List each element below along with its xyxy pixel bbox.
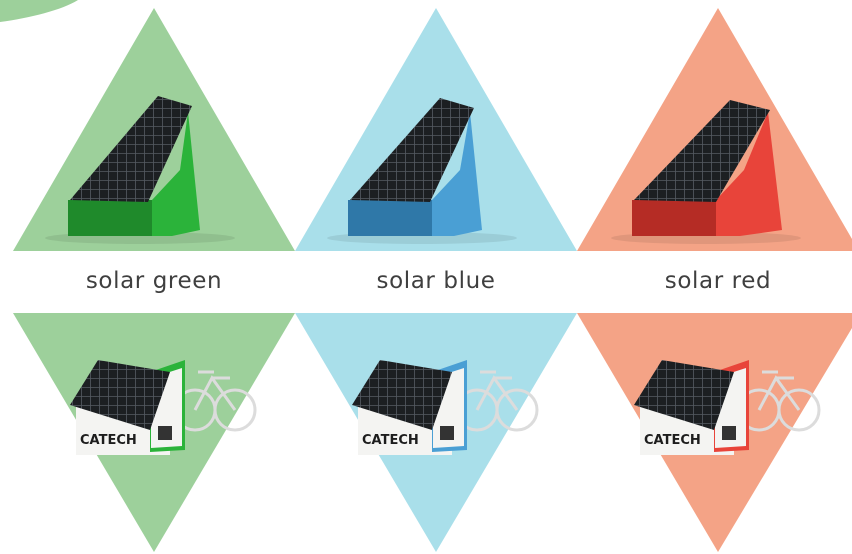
- product-label-blue: solar blue: [376, 268, 496, 294]
- blue-solar-station-image: [327, 98, 517, 244]
- product-card-red-bottom[interactable]: CATECH: [577, 313, 852, 552]
- product-card-blue-bottom[interactable]: CATECH: [295, 313, 577, 552]
- catech-logo-red: CATECH: [644, 433, 701, 448]
- product-label-green: solar green: [85, 268, 223, 294]
- product-card-green-top[interactable]: [13, 8, 295, 251]
- catech-logo-blue: CATECH: [362, 433, 419, 448]
- catech-logo-green: CATECH: [80, 433, 137, 448]
- product-card-green-bottom[interactable]: CATECH: [13, 313, 295, 552]
- blue-bike-station-image: CATECH: [352, 360, 539, 455]
- red-solar-station-image: [611, 100, 801, 244]
- green-solar-station-image: [45, 96, 235, 244]
- green-bike-station-image: CATECH: [70, 360, 257, 455]
- product-card-blue-top[interactable]: [295, 8, 577, 251]
- product-label-red: solar red: [664, 268, 772, 294]
- product-card-red-top[interactable]: [577, 8, 852, 251]
- red-bike-station-image: CATECH: [634, 360, 821, 455]
- corner-swoosh: [0, 0, 78, 22]
